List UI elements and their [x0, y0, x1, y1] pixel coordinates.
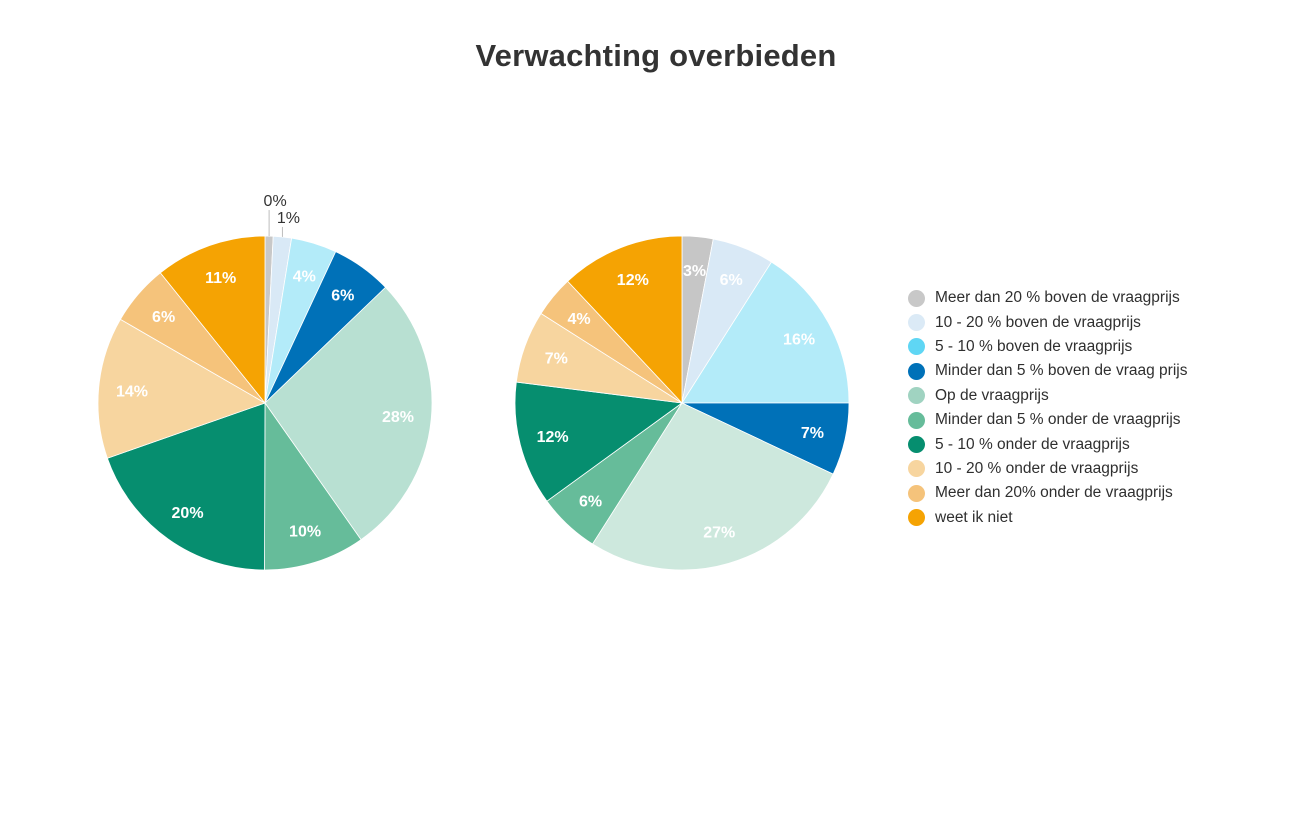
legend-item: 5 - 10 % onder de vraagprijs: [908, 432, 1187, 456]
legend-item: weet ik niet: [908, 506, 1187, 530]
pie-1-label-8: 14%: [116, 383, 148, 400]
legend-item: Op de vraagprijs: [908, 384, 1187, 408]
pie-2-label-1: 3%: [683, 263, 706, 280]
pie-1-label-5: 28%: [382, 409, 414, 426]
legend-label: Minder dan 5 % onder de vraagprijs: [935, 411, 1181, 429]
pie-2-label-9: 4%: [567, 311, 590, 328]
legend-item: Minder dan 5 % onder de vraagprijs: [908, 408, 1187, 432]
legend-swatch: [908, 387, 925, 405]
legend-label: Meer dan 20 % boven de vraagprijs: [935, 289, 1180, 307]
pie-1-slice-8: [97, 318, 266, 459]
pie-2-label-7: 12%: [537, 429, 569, 446]
pie-2-label-4: 7%: [801, 425, 824, 442]
pie-1-label-7: 20%: [172, 505, 204, 522]
pie-1-label-2: 1%: [277, 210, 300, 227]
legend-item: 10 - 20 % onder de vraagprijs: [908, 457, 1187, 481]
legend-label: Minder dan 5 % boven de vraag prijs: [935, 362, 1188, 380]
legend-item: 5 - 10 % boven de vraagprijs: [908, 335, 1187, 359]
pie-1-label-9: 6%: [152, 309, 175, 326]
pie-2-label-2: 6%: [720, 272, 743, 289]
pie-1: 0%1% 4% 6% 28% 10% 20% 14% 6% 11%: [97, 193, 433, 571]
legend-item: Meer dan 20 % boven de vraagprijs: [908, 286, 1187, 310]
pie-1-label-6: 10%: [289, 523, 321, 540]
pie-1-label-1: 0%: [264, 193, 287, 210]
pie-2: 3% 6% 16% 7% 27% 6% 12% 7% 4% 12%: [514, 235, 850, 571]
pie-1-label-3: 4%: [293, 268, 316, 285]
pie-2-label-5: 27%: [703, 524, 735, 541]
legend-swatch: [908, 436, 925, 454]
legend-label: 10 - 20 % boven de vraagprijs: [935, 313, 1141, 331]
pie-2-slice-5: [591, 402, 834, 571]
pie-1-slice-6: [264, 401, 362, 571]
legend-swatch: [908, 289, 925, 307]
legend-label: 10 - 20 % onder de vraagprijs: [935, 459, 1139, 477]
pie-2-slice-7: [514, 381, 684, 502]
legend-swatch: [908, 509, 925, 527]
pie-2-label-10: 12%: [617, 272, 649, 289]
pie-2-slice-10: [567, 235, 683, 405]
legend-label: weet ik niet: [935, 508, 1013, 526]
legend-swatch: [908, 314, 925, 332]
pie-2-label-8: 7%: [545, 351, 568, 368]
pie-1-slice-10: [159, 235, 266, 405]
legend-label: Op de vraagprijs: [935, 386, 1049, 404]
legend-swatch: [908, 460, 925, 478]
pie-2-slice-3: [681, 261, 850, 404]
legend-swatch: [908, 338, 925, 356]
legend-label: Meer dan 20% onder de vraagprijs: [935, 484, 1173, 502]
legend-swatch: [908, 411, 925, 429]
legend-swatch: [908, 484, 925, 502]
legend-label: 5 - 10 % onder de vraagprijs: [935, 435, 1130, 453]
pie-1-slice-5: [264, 286, 433, 541]
legend-swatch: [908, 362, 925, 380]
legend-label: 5 - 10 % boven de vraagprijs: [935, 337, 1133, 355]
legend-item: Minder dan 5 % boven de vraag prijs: [908, 359, 1187, 383]
pie-2-label-6: 6%: [579, 493, 602, 510]
chart-legend: Meer dan 20 % boven de vraagprijs 10 - 20…: [908, 286, 1187, 530]
pie-1-label-4: 6%: [331, 287, 354, 304]
pie-2-label-3: 16%: [783, 332, 815, 349]
legend-item: Meer dan 20% onder de vraagprijs: [908, 481, 1187, 505]
legend-item: 10 - 20 % boven de vraagprijs: [908, 310, 1187, 334]
chart-title: Verwachting overbieden: [475, 38, 837, 73]
pie-1-label-10: 11%: [205, 270, 236, 287]
